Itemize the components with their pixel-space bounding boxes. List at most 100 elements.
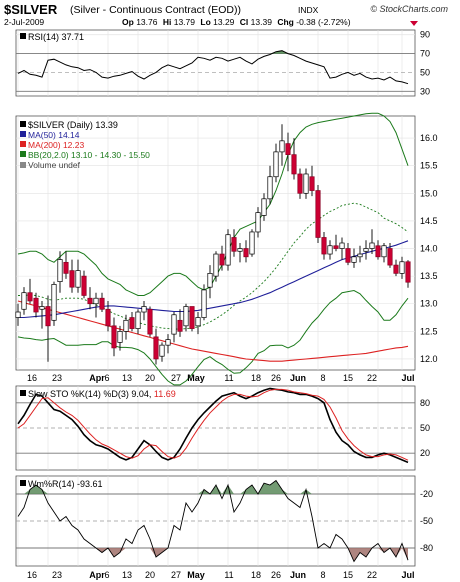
high-value: 13.79 xyxy=(174,17,196,27)
rsi-tick-label: 70 xyxy=(420,49,430,59)
candle-body xyxy=(111,325,117,349)
candle-body xyxy=(315,190,321,238)
candle-body xyxy=(369,242,375,249)
x-axis-label: 26 xyxy=(271,570,281,580)
stochastic-k-line xyxy=(17,387,409,464)
quote-line: Op 13.76 Hi 13.79 Lo 13.29 Cl 13.39 Chg … xyxy=(122,17,351,27)
candle-body xyxy=(303,173,309,194)
williams-legend: Wm%R(14) -93.61 xyxy=(20,479,103,489)
x-axis-label: Apr xyxy=(89,570,105,580)
x-axis-label: 23 xyxy=(52,570,62,580)
copyright-text: © StockCharts.com xyxy=(370,4,448,14)
candle-body xyxy=(273,151,279,178)
candle-body xyxy=(99,297,105,310)
bb-legend: BB(20,2.0) 13.10 - 14.30 - 15.50 xyxy=(28,150,150,160)
rsi-tick-label: 30 xyxy=(420,86,430,96)
candle-body xyxy=(207,273,213,288)
candle-body xyxy=(327,245,333,255)
williams-overbought-fill xyxy=(30,485,36,494)
change-value: -0.38 (-2.72%) xyxy=(296,17,350,27)
williams-tick-label: -80 xyxy=(420,543,433,553)
bb-upper-line xyxy=(17,112,409,296)
candle-body xyxy=(351,256,357,263)
williams-overbought-fill xyxy=(282,489,288,494)
high-label: Hi xyxy=(163,17,172,27)
stochastic-legend-label: Slow STO %K(14) %D(3) xyxy=(28,389,129,399)
stochastic-d-value: 11.69 xyxy=(154,389,176,399)
candle-body xyxy=(147,308,153,335)
candle-body xyxy=(93,297,99,305)
price-tick-label: 14.0 xyxy=(420,244,438,254)
candle-body xyxy=(243,248,249,258)
candle-body xyxy=(87,297,93,305)
rsi-line xyxy=(17,50,409,85)
symbol-title: $SILVER xyxy=(4,2,58,17)
candle-body xyxy=(393,264,399,274)
candle-body xyxy=(219,253,225,266)
candle-body xyxy=(141,306,147,313)
williams-line xyxy=(17,479,409,563)
stochastic-tick-label: 20 xyxy=(420,448,430,458)
candle-body xyxy=(117,330,123,343)
low-label: Lo xyxy=(200,17,210,27)
x-axis-label: 22 xyxy=(367,373,377,383)
williams-tick-label: -50 xyxy=(420,516,433,526)
stochastic-k-value: 9.04, xyxy=(131,389,151,399)
candle-body xyxy=(267,176,273,200)
candle-body xyxy=(285,143,291,156)
x-axis-label: 6 xyxy=(104,570,109,580)
williams-oversold-fill xyxy=(354,548,360,562)
x-axis-label: 27 xyxy=(171,570,181,580)
candle-body xyxy=(297,173,303,194)
stochastic-legend-text: Slow STO %K(14) %D(3) 9.04, 11.69 xyxy=(28,389,176,399)
candle-body xyxy=(357,253,363,258)
williams-oversold-fill xyxy=(156,548,162,557)
x-axis-label: 22 xyxy=(367,570,377,580)
x-axis-label: May xyxy=(187,570,205,580)
williams-overbought-fill xyxy=(222,485,228,494)
candle-body xyxy=(339,242,345,249)
candle-body xyxy=(69,270,75,288)
x-axis-label: 16 xyxy=(27,373,37,383)
x-axis-label: 11 xyxy=(224,373,233,383)
x-axis-label: 15 xyxy=(343,373,353,383)
candle-body xyxy=(309,176,315,191)
candle-body xyxy=(231,237,237,252)
volume-legend: Volume undef xyxy=(28,160,81,170)
williams-oversold-fill xyxy=(114,548,120,557)
rsi-tick-label: 90 xyxy=(420,30,430,40)
rsi-overbought-fill xyxy=(270,51,276,54)
candle-body xyxy=(45,306,51,327)
open-label: Op xyxy=(122,17,134,27)
candle-body xyxy=(333,245,339,249)
price-tick-label: 16.0 xyxy=(420,133,438,143)
rsi-legend-text: RSI(14) 37.71 xyxy=(28,32,84,42)
candle-body xyxy=(261,198,267,216)
ma50-legend: MA(50) 14.14 xyxy=(28,130,80,140)
price-legend-title: $SILVER (Daily) 13.39 xyxy=(28,120,118,130)
candle-body xyxy=(195,317,201,327)
x-axis-label: Jul xyxy=(401,570,414,580)
candle-body xyxy=(123,319,129,332)
x-axis-label: 18 xyxy=(251,373,261,383)
candle-body xyxy=(279,140,285,153)
rsi-panel xyxy=(15,29,416,97)
x-axis-label: 26 xyxy=(271,373,281,383)
ma200-line xyxy=(17,300,409,362)
candle-body xyxy=(27,292,33,302)
candle-body xyxy=(291,154,297,175)
candle-body xyxy=(81,275,87,296)
close-value: 13.39 xyxy=(251,17,273,27)
ma200-legend: MA(200) 12.23 xyxy=(28,140,84,150)
candle-body xyxy=(381,245,387,258)
stochastic-tick-label: 80 xyxy=(420,398,430,408)
price-tick-label: 15.5 xyxy=(420,161,438,171)
candle-body xyxy=(183,306,189,327)
candle-body xyxy=(153,336,159,360)
x-axis-label: 8 xyxy=(320,570,325,580)
candle-body xyxy=(237,248,243,252)
price-legend: $SILVER (Daily) 13.39 MA(50) 14.14 MA(20… xyxy=(20,120,150,170)
candle-body xyxy=(129,317,135,329)
williams-overbought-fill xyxy=(216,485,222,494)
x-axis-label: 8 xyxy=(320,373,325,383)
